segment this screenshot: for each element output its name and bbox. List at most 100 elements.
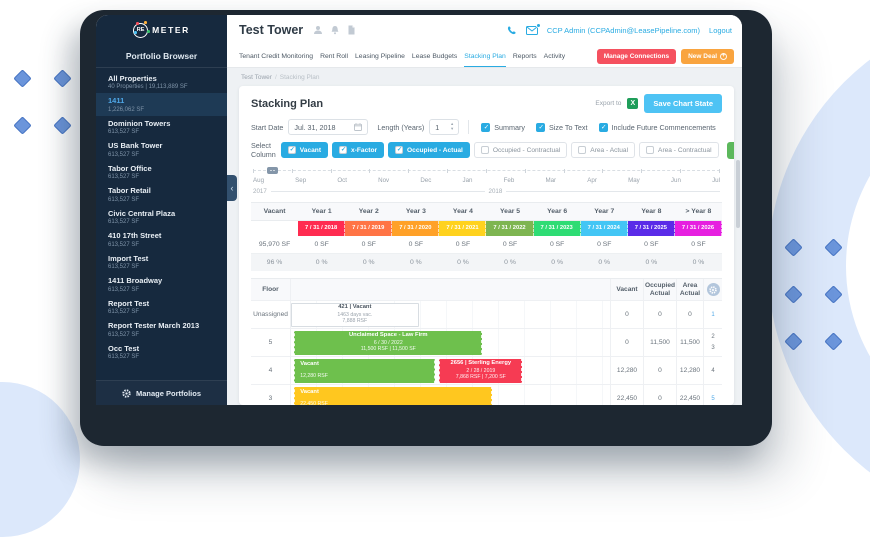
summary-date-cell[interactable]: 7 / 31 / 2023 [534,221,581,236]
summary-pct-cell: 0 % [392,253,439,271]
sidebar-property-item[interactable]: Dominion Towers 613,527 SF [96,116,227,138]
breadcrumb-parent[interactable]: Test Tower [241,74,272,81]
save-chart-state-button[interactable]: Save Chart State [644,94,722,113]
logout-link[interactable]: Logout [709,26,732,35]
summary-date-cell[interactable]: 7 / 31 / 2026 [675,221,722,236]
floor-label: 5 [251,329,291,356]
column-chip[interactable]: Area - Actual [571,142,635,158]
summary-sf-cell: 0 SF [675,236,722,253]
lease-block-unclaimed-space[interactable]: Unclaimed Space - Law Firm 6 / 30 / 2022… [294,331,482,355]
chart-settings [704,279,722,300]
column-chip[interactable]: x-Factor [332,142,384,158]
chart-settings-button[interactable] [707,283,720,296]
summary-header-cell: Year 5 [486,203,533,221]
sidebar-property-item[interactable]: 1411 Broadway 613,527 SF [96,273,227,295]
floor-label: Unassigned [251,301,291,328]
tab[interactable]: Rent Roll [320,45,348,68]
excel-export-icon[interactable]: X [627,98,638,109]
app-logo[interactable]: RE METER [96,15,227,45]
lease-block-vacant[interactable]: Vacant 22,450 RSF [294,387,492,406]
user-icon[interactable] [313,25,323,35]
summary-date-cell[interactable]: 7 / 31 / 2020 [392,221,439,236]
summary-date-cell[interactable]: 7 / 31 / 2018 [298,221,345,236]
column-chip[interactable]: Area - Contractual [639,142,719,158]
apply-button[interactable]: Apply [727,142,734,159]
tab[interactable]: Tenant Credit Monitoring [239,45,313,68]
summary-date-cell[interactable]: 7 / 31 / 2022 [486,221,533,236]
summary-date-cell[interactable]: 7 / 31 / 2019 [345,221,392,236]
area-value: 12,280 [677,357,704,384]
month-label: Feb [504,177,515,184]
summary-date-cell[interactable]: 7 / 31 / 2025 [628,221,675,236]
floor-nav-link[interactable]: 3 [711,345,714,351]
option-checkbox[interactable]: Size To Text [536,123,588,132]
sidebar-property-item[interactable]: Report Test 613,527 SF [96,296,227,318]
sidebar-property-item[interactable]: All Properties 40 Properties | 19,113,88… [96,71,227,93]
tab[interactable]: Leasing Pipeline [355,45,405,68]
manage-connections-button[interactable]: Manage Connections [597,49,676,64]
plus-icon: + [720,53,727,60]
lease-block-sterling-energy[interactable]: 2656 | Sterling Energy 2 / 28 / 2019 7,8… [439,359,522,383]
phone-icon[interactable] [507,25,517,35]
vacant-header: Vacant [611,279,644,300]
stacking-chart-table: Floor Vacant Occupied Actual Area Actual [251,278,722,405]
summary-sf-cell: 0 SF [298,236,345,253]
column-chip[interactable]: Occupied - Contractual [474,142,567,158]
floor-nav-link[interactable]: 2 [711,334,714,340]
summary-pct-cell: 96 % [251,253,298,271]
scrollbar-thumb[interactable] [736,160,740,228]
timeline-slider-handle[interactable] [267,167,278,174]
column-chip[interactable]: Vacant [281,142,328,158]
tab[interactable]: Reports [513,45,537,68]
start-date-input[interactable]: Jul. 31, 2018 [288,119,368,135]
breadcrumb: Test Tower/Stacking Plan [241,74,734,81]
topbar: Test Tower [227,15,742,45]
occupied-value: 0 [644,385,677,405]
property-list: All Properties 40 Properties | 19,113,88… [96,71,227,380]
year-label: 2018 [489,188,503,195]
sidebar-property-item[interactable]: Import Test 613,527 SF [96,251,227,273]
summary-sf-cell: 0 SF [439,236,486,253]
card-header: Stacking Plan Export to X Save Chart Sta… [251,94,722,113]
floor-nav-link[interactable]: 4 [711,368,714,374]
bell-icon[interactable] [330,25,340,35]
sidebar-property-item[interactable]: 1411 1,226,062 SF [96,93,227,115]
user-account-link[interactable]: CCP Admin (CCPAdmin@LeasePipeline.com) [547,26,700,35]
summary-date-cell[interactable]: 7 / 31 / 2021 [439,221,486,236]
tab[interactable]: Activity [544,45,566,68]
sidebar-collapse-button[interactable] [227,175,237,201]
spinner-carets-icon[interactable] [451,122,453,132]
lease-block-vacant[interactable]: 421 | Vacant 1463 days vac. 7,888 RSF [291,303,419,327]
sidebar-property-item[interactable]: Tabor Office 613,527 SF [96,161,227,183]
tab[interactable]: Stacking Plan [464,45,506,68]
summary-pct-cell: 0 % [439,253,486,271]
sidebar-property-item[interactable]: Civic Central Plaza 613,527 SF [96,206,227,228]
month-label: Apr [587,177,597,184]
summary-header-cell: Year 6 [534,203,581,221]
summary-date-cell[interactable]: 7 / 31 / 2024 [581,221,628,236]
summary-pct-cell: 0 % [486,253,533,271]
property-size: 613,527 SF [108,128,215,136]
portfolio-browser-title: Portfolio Browser [96,45,227,68]
messages-icon[interactable] [526,26,538,35]
document-icon[interactable] [347,25,356,35]
summary-sf-cell: 0 SF [486,236,533,253]
lease-block-vacant[interactable]: Vacant 12,280 RSF [294,359,434,383]
export-to-label: Export to [595,100,621,107]
floor-nav-link[interactable]: 1 [711,312,714,318]
floor-nav-link[interactable]: 5 [711,396,714,402]
tab[interactable]: Lease Budgets [412,45,457,68]
manage-portfolios-button[interactable]: Manage Portfolios [96,380,227,405]
summary-sf-cell: 95,970 SF [251,236,298,253]
sidebar-property-item[interactable]: Report Tester March 2013 613,527 SF [96,318,227,340]
column-chip[interactable]: Occupied - Actual [388,142,470,158]
sidebar-property-item[interactable]: 410 17th Street 613,527 SF [96,228,227,250]
sidebar-property-item[interactable]: Occ Test 613,527 SF [96,341,227,363]
length-years-input[interactable]: 1 [429,119,459,135]
sidebar-property-item[interactable]: US Bank Tower 613,527 SF [96,138,227,160]
option-checkbox[interactable]: Summary [481,123,525,132]
summary-header-cell: > Year 8 [675,203,722,221]
sidebar-property-item[interactable]: Tabor Retail 613,527 SF [96,183,227,205]
option-checkbox[interactable]: Include Future Commencements [599,123,716,132]
new-deal-button[interactable]: New Deal + [681,49,734,64]
